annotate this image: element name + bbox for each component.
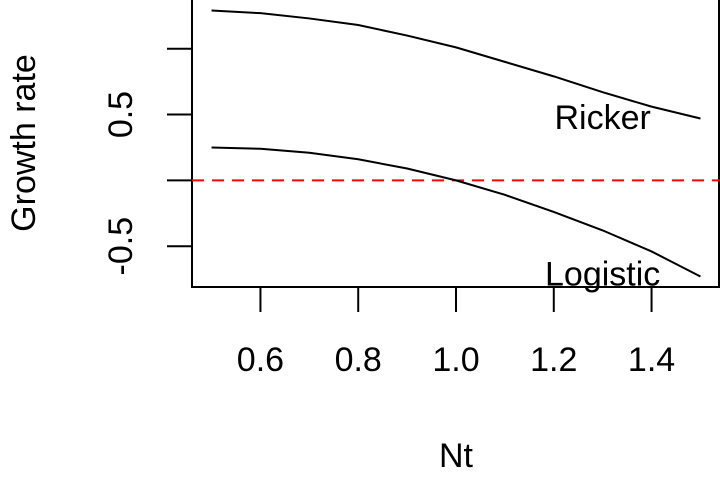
plot-box xyxy=(191,0,720,288)
annotation: Logistic xyxy=(545,255,660,293)
x-tick-label: 1.2 xyxy=(530,341,577,379)
y-axis-label: Growth rate xyxy=(5,54,43,232)
x-tick-label: 1.4 xyxy=(628,341,675,379)
x-tick-label: 0.8 xyxy=(335,341,382,379)
annotation: Ricker xyxy=(554,99,650,137)
x-tick-label: 0.6 xyxy=(237,341,284,379)
y-tick-label: 0.5 xyxy=(102,91,140,138)
x-axis-label: Nt xyxy=(439,437,474,475)
y-tick-label: -0.5 xyxy=(102,217,140,276)
x-tick-label: 1.0 xyxy=(432,341,479,379)
series-line xyxy=(211,9,701,120)
series-line xyxy=(211,146,701,278)
